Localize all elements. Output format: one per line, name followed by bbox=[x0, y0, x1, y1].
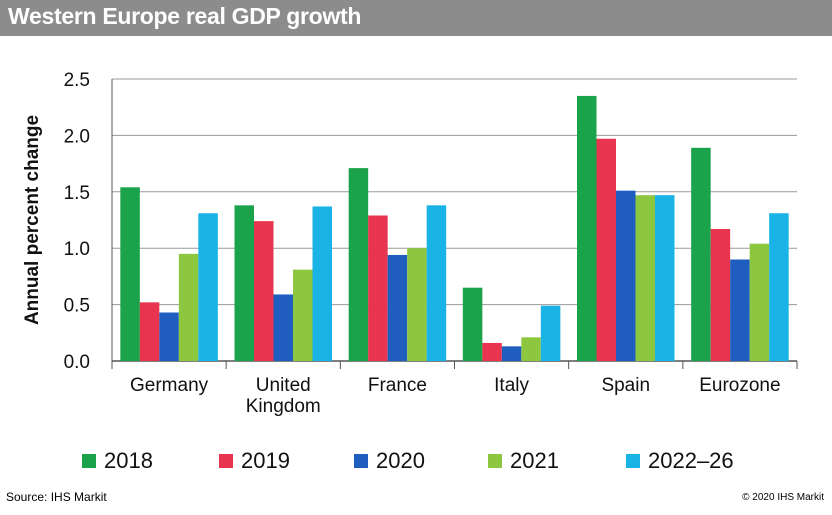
bar bbox=[254, 221, 274, 361]
bar bbox=[501, 346, 522, 361]
bar bbox=[368, 215, 388, 361]
bar bbox=[730, 259, 750, 361]
legend-item: 2020 bbox=[354, 446, 425, 476]
legend-swatch bbox=[219, 454, 233, 468]
legend: 2018 2019 2020 2021 2022–26 bbox=[0, 446, 832, 476]
chart-title: Western Europe real GDP growth bbox=[8, 3, 362, 29]
legend-label: 2022–26 bbox=[648, 448, 734, 473]
y-tick-label: 0.5 bbox=[64, 296, 90, 317]
bar bbox=[577, 95, 597, 362]
legend-label: 2020 bbox=[376, 448, 425, 473]
legend-item: 2021 bbox=[488, 446, 559, 476]
legend-item: 2022–26 bbox=[626, 446, 734, 476]
x-category-label: Eurozone bbox=[699, 375, 780, 396]
bar bbox=[540, 305, 561, 361]
legend-item: 2019 bbox=[219, 446, 290, 476]
bar bbox=[710, 229, 731, 361]
bar bbox=[482, 342, 502, 361]
x-category-label: France bbox=[368, 375, 427, 396]
y-tick-label: 2.0 bbox=[64, 126, 90, 147]
bar-chart: 0.0 0.5 1.0 1.5 2.0 2.5 Annual percent change G… bbox=[22, 70, 798, 417]
bar bbox=[655, 195, 675, 361]
bar bbox=[273, 294, 293, 361]
bar bbox=[691, 147, 711, 361]
legend-swatch bbox=[354, 454, 368, 468]
bar bbox=[596, 138, 616, 361]
bar bbox=[234, 205, 254, 361]
bar bbox=[462, 287, 483, 361]
source-note: Source: IHS Markit bbox=[6, 490, 107, 504]
legend-label: 2019 bbox=[241, 448, 290, 473]
legend-label: 2018 bbox=[104, 448, 153, 473]
bar bbox=[293, 269, 313, 361]
x-category-label: Spain bbox=[601, 375, 650, 396]
y-tick-label: 2.5 bbox=[64, 70, 90, 91]
bar bbox=[749, 243, 770, 361]
legend-swatch bbox=[626, 454, 640, 468]
x-category-label: Germany bbox=[130, 375, 209, 396]
title-bar: Western Europe real GDP growth bbox=[0, 0, 832, 36]
bar bbox=[635, 195, 655, 361]
y-tick-label: 0.0 bbox=[64, 352, 90, 373]
y-tick-label: 1.5 bbox=[64, 183, 90, 204]
y-axis-label: Annual percent change bbox=[22, 115, 43, 325]
bar bbox=[178, 253, 199, 361]
bar bbox=[139, 302, 160, 361]
bar bbox=[387, 254, 408, 361]
bar bbox=[120, 187, 140, 361]
bar bbox=[198, 213, 218, 361]
legend-item: 2018 bbox=[82, 446, 153, 476]
bar bbox=[426, 205, 447, 361]
bar bbox=[407, 248, 427, 361]
bar bbox=[159, 312, 179, 361]
x-category-label: Italy bbox=[494, 375, 529, 396]
legend-swatch bbox=[82, 454, 96, 468]
x-category-label: United bbox=[256, 375, 311, 396]
bar bbox=[521, 337, 541, 361]
bar bbox=[616, 190, 636, 361]
copyright-note: © 2020 IHS Markit bbox=[742, 492, 824, 503]
bar bbox=[769, 213, 789, 361]
legend-label: 2021 bbox=[510, 448, 559, 473]
x-category-label: Kingdom bbox=[246, 396, 321, 417]
legend-swatch bbox=[488, 454, 502, 468]
y-tick-label: 1.0 bbox=[64, 239, 90, 260]
bar bbox=[348, 168, 369, 361]
bar bbox=[312, 206, 332, 361]
